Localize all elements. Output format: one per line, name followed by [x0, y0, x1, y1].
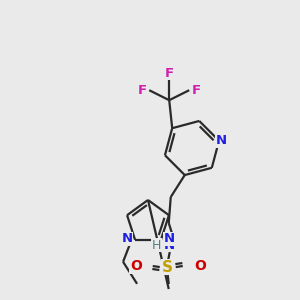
Text: S: S	[162, 260, 173, 274]
Text: N: N	[215, 134, 226, 147]
Text: N: N	[164, 238, 175, 251]
Text: F: F	[192, 84, 201, 97]
Text: N: N	[164, 232, 175, 245]
Text: O: O	[130, 259, 142, 273]
Text: F: F	[165, 67, 174, 80]
Text: N: N	[122, 232, 133, 245]
Text: F: F	[138, 84, 147, 97]
Text: H: H	[152, 238, 161, 251]
Text: O: O	[194, 259, 206, 273]
